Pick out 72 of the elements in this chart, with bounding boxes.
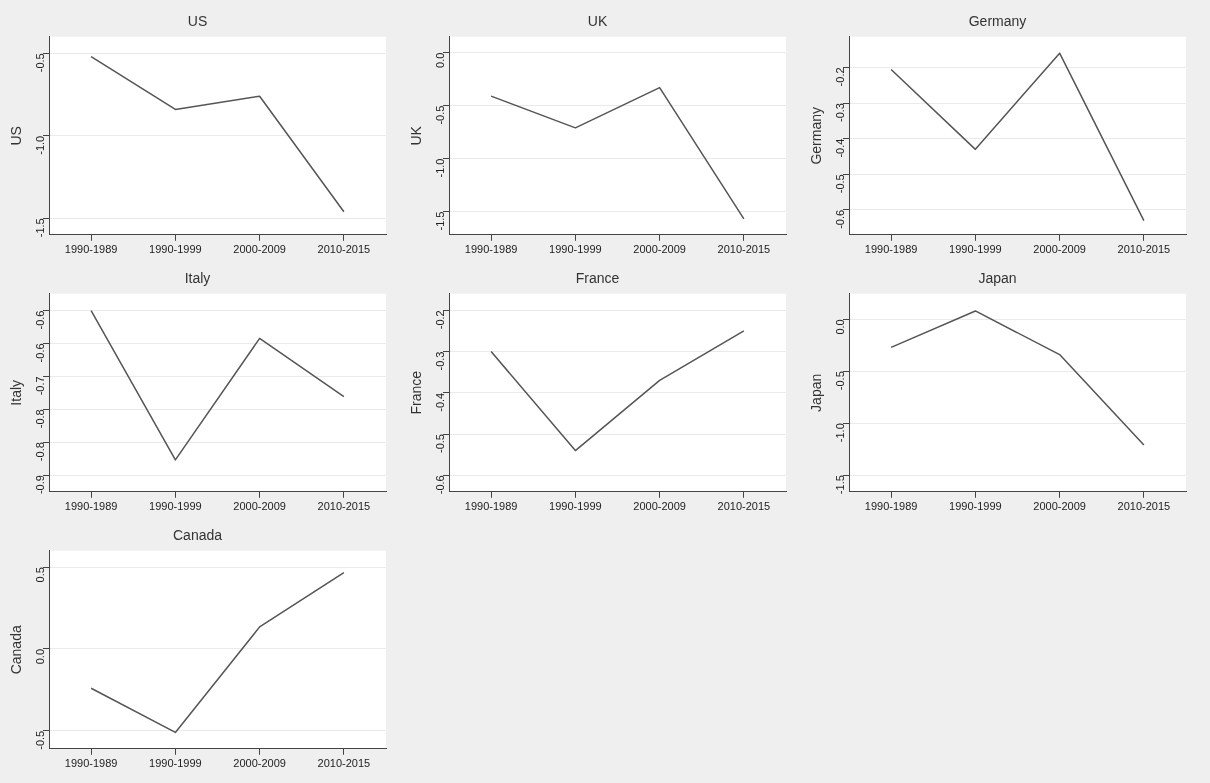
x-tick-label: 2010-2015: [317, 757, 371, 770]
y-tick-label: -0.3: [834, 103, 847, 123]
y-tick-label: -0.5: [834, 174, 847, 194]
y-axis-title: Italy: [8, 379, 25, 406]
y-tick-label: -0.6: [834, 209, 847, 229]
chart-title: UK: [587, 13, 608, 30]
x-tick-label: 2000-2009: [1033, 500, 1086, 513]
x-tick-label: 2010-2015: [1117, 500, 1171, 513]
x-tick-label: 1990-1989: [64, 757, 118, 770]
chart-title: Italy: [184, 270, 211, 287]
x-tick-label: 1990-1999: [549, 500, 602, 513]
x-tick-label: 1990-1999: [949, 243, 1002, 256]
y-axis-title: France: [408, 370, 425, 415]
y-axis-title: Germany: [808, 107, 825, 165]
chart-title: France: [575, 270, 620, 287]
y-tick-label: 0.5: [34, 567, 47, 583]
y-axis-title: Canada: [8, 625, 25, 675]
y-tick-label: -0.2: [834, 67, 847, 87]
chart-title: Germany: [968, 13, 1027, 30]
x-tick-label: 2000-2009: [633, 500, 686, 513]
x-tick-label: 2000-2009: [1033, 243, 1086, 256]
x-tick-label: 2010-2015: [317, 500, 371, 513]
y-tick-label: -0.6: [434, 475, 447, 495]
y-tick-label: 0.0: [34, 648, 47, 665]
y-tick-label: -1.5: [434, 211, 447, 231]
y-axis-title: Japan: [808, 373, 825, 412]
y-tick-label: -1.0: [34, 135, 47, 155]
x-tick-label: 2000-2009: [633, 243, 686, 256]
y-tick-label: -0.5: [34, 53, 47, 73]
y-axis-title: UK: [408, 125, 425, 146]
y-tick-label: -0.4: [434, 392, 447, 412]
y-tick-label: -0.7: [34, 376, 47, 396]
y-tick-label: -1.0: [434, 158, 447, 178]
y-tick-label: -0.6: [34, 310, 47, 330]
chart-title: US: [187, 13, 208, 30]
y-tick-label: 0.0: [434, 52, 447, 68]
x-tick-label: 1990-1999: [949, 500, 1002, 513]
x-tick-label: 2010-2015: [317, 243, 371, 256]
x-tick-label: 1990-1989: [864, 243, 918, 256]
x-tick-label: 1990-1989: [864, 500, 918, 513]
y-tick-label: -0.8: [34, 442, 47, 462]
x-tick-label: 1990-1989: [64, 500, 118, 513]
y-tick-label: -0.5: [434, 434, 447, 454]
y-tick-label: -0.2: [434, 310, 447, 330]
y-tick-label: -0.5: [34, 730, 47, 750]
x-tick-label: 2000-2009: [233, 757, 286, 770]
x-tick-label: 1990-1999: [149, 243, 202, 256]
x-tick-label: 1990-1989: [464, 243, 518, 256]
x-tick-label: 1990-1999: [149, 757, 202, 770]
y-tick-label: -0.4: [834, 138, 847, 158]
y-tick-label: -1.5: [34, 218, 47, 238]
x-tick-label: 1990-1989: [464, 500, 518, 513]
x-tick-label: 2010-2015: [1117, 243, 1171, 256]
x-tick-label: 1990-1989: [64, 243, 118, 256]
y-axis-title: US: [8, 126, 25, 146]
y-tick-label: -0.6: [34, 343, 47, 363]
x-tick-label: 1990-1999: [549, 243, 602, 256]
y-tick-label: -1.0: [834, 423, 847, 443]
x-tick-label: 2000-2009: [233, 500, 286, 513]
x-tick-label: 2000-2009: [233, 243, 286, 256]
x-tick-label: 2010-2015: [717, 500, 771, 513]
y-tick-label: 0.0: [834, 319, 847, 335]
x-tick-label: 2010-2015: [717, 243, 771, 256]
y-tick-label: -0.3: [434, 351, 447, 371]
chart-title: Japan: [978, 270, 1017, 287]
y-tick-label: -0.5: [834, 371, 847, 391]
chart-title: Canada: [172, 527, 223, 544]
y-tick-label: -0.5: [434, 105, 447, 125]
y-tick-label: -0.8: [34, 409, 47, 429]
y-tick-label: -0.9: [34, 475, 47, 495]
y-tick-label: -1.5: [834, 475, 847, 495]
x-tick-label: 1990-1999: [149, 500, 202, 513]
